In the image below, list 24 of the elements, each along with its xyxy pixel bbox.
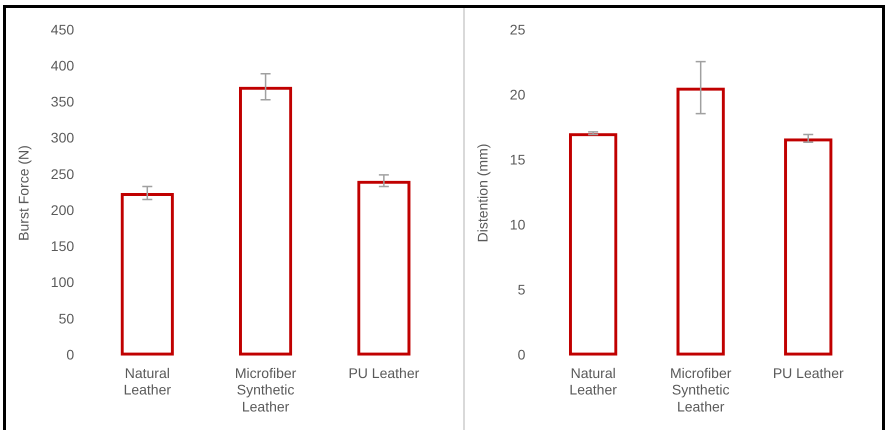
y-tick-label: 20 — [510, 86, 526, 102]
y-tick-label: 150 — [50, 238, 74, 254]
y-tick-label: 5 — [518, 281, 526, 298]
y-tick-label: 250 — [50, 166, 74, 182]
y-tick-label: 350 — [50, 94, 74, 110]
y-tick-label: 200 — [50, 202, 74, 218]
y-axis-title: Burst Force (N) — [15, 145, 32, 241]
y-tick-label: 50 — [58, 310, 74, 326]
y-tick-label: 450 — [50, 21, 74, 38]
y-tick-label: 25 — [510, 21, 526, 38]
x-tick-label: Microfiber Synthetic Leather — [670, 364, 732, 414]
y-tick-label: 15 — [510, 151, 526, 168]
y-axis-title: Distention (mm) — [474, 144, 490, 242]
x-tick-label: Natural Leather — [569, 364, 618, 398]
y-tick-label: 400 — [50, 57, 74, 74]
x-tick-label: PU Leather — [772, 364, 844, 381]
y-tick-label: 100 — [50, 274, 74, 290]
y-tick-label: 10 — [510, 216, 526, 232]
y-tick-label: 0 — [66, 346, 74, 362]
y-tick-label: 300 — [50, 130, 74, 146]
y-tick-label: 0 — [518, 346, 526, 362]
x-tick-label: Microfiber Synthetic Leather — [234, 364, 297, 414]
x-tick-label: PU Leather — [348, 364, 420, 381]
x-tick-label: Natural Leather — [124, 364, 172, 398]
